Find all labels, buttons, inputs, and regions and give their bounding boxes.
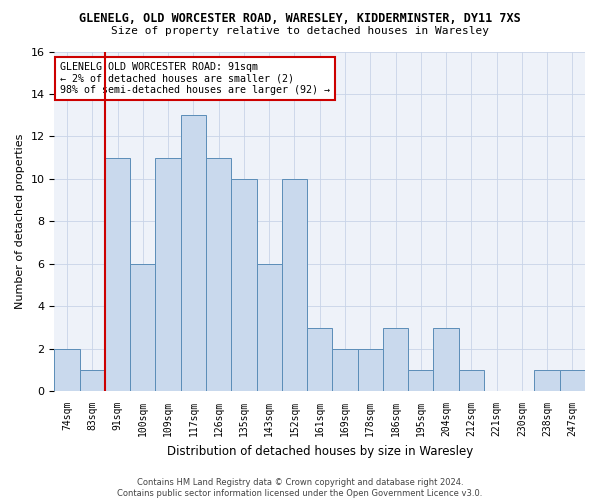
Bar bbox=[130, 264, 155, 391]
Bar bbox=[55, 348, 80, 391]
Text: Contains HM Land Registry data © Crown copyright and database right 2024.
Contai: Contains HM Land Registry data © Crown c… bbox=[118, 478, 482, 498]
Bar bbox=[181, 115, 206, 391]
Bar bbox=[383, 328, 408, 391]
Bar bbox=[358, 348, 383, 391]
Bar bbox=[257, 264, 282, 391]
Bar bbox=[231, 179, 257, 391]
Bar bbox=[535, 370, 560, 391]
Y-axis label: Number of detached properties: Number of detached properties bbox=[15, 134, 25, 309]
Bar bbox=[80, 370, 105, 391]
Text: Size of property relative to detached houses in Waresley: Size of property relative to detached ho… bbox=[111, 26, 489, 36]
Bar bbox=[282, 179, 307, 391]
Bar bbox=[560, 370, 585, 391]
Text: GLENELG OLD WORCESTER ROAD: 91sqm
← 2% of detached houses are smaller (2)
98% of: GLENELG OLD WORCESTER ROAD: 91sqm ← 2% o… bbox=[60, 62, 330, 95]
Bar bbox=[433, 328, 458, 391]
Bar bbox=[105, 158, 130, 391]
Bar bbox=[458, 370, 484, 391]
Bar bbox=[206, 158, 231, 391]
X-axis label: Distribution of detached houses by size in Waresley: Distribution of detached houses by size … bbox=[167, 444, 473, 458]
Text: GLENELG, OLD WORCESTER ROAD, WARESLEY, KIDDERMINSTER, DY11 7XS: GLENELG, OLD WORCESTER ROAD, WARESLEY, K… bbox=[79, 12, 521, 26]
Bar bbox=[332, 348, 358, 391]
Bar bbox=[307, 328, 332, 391]
Bar bbox=[155, 158, 181, 391]
Bar bbox=[408, 370, 433, 391]
